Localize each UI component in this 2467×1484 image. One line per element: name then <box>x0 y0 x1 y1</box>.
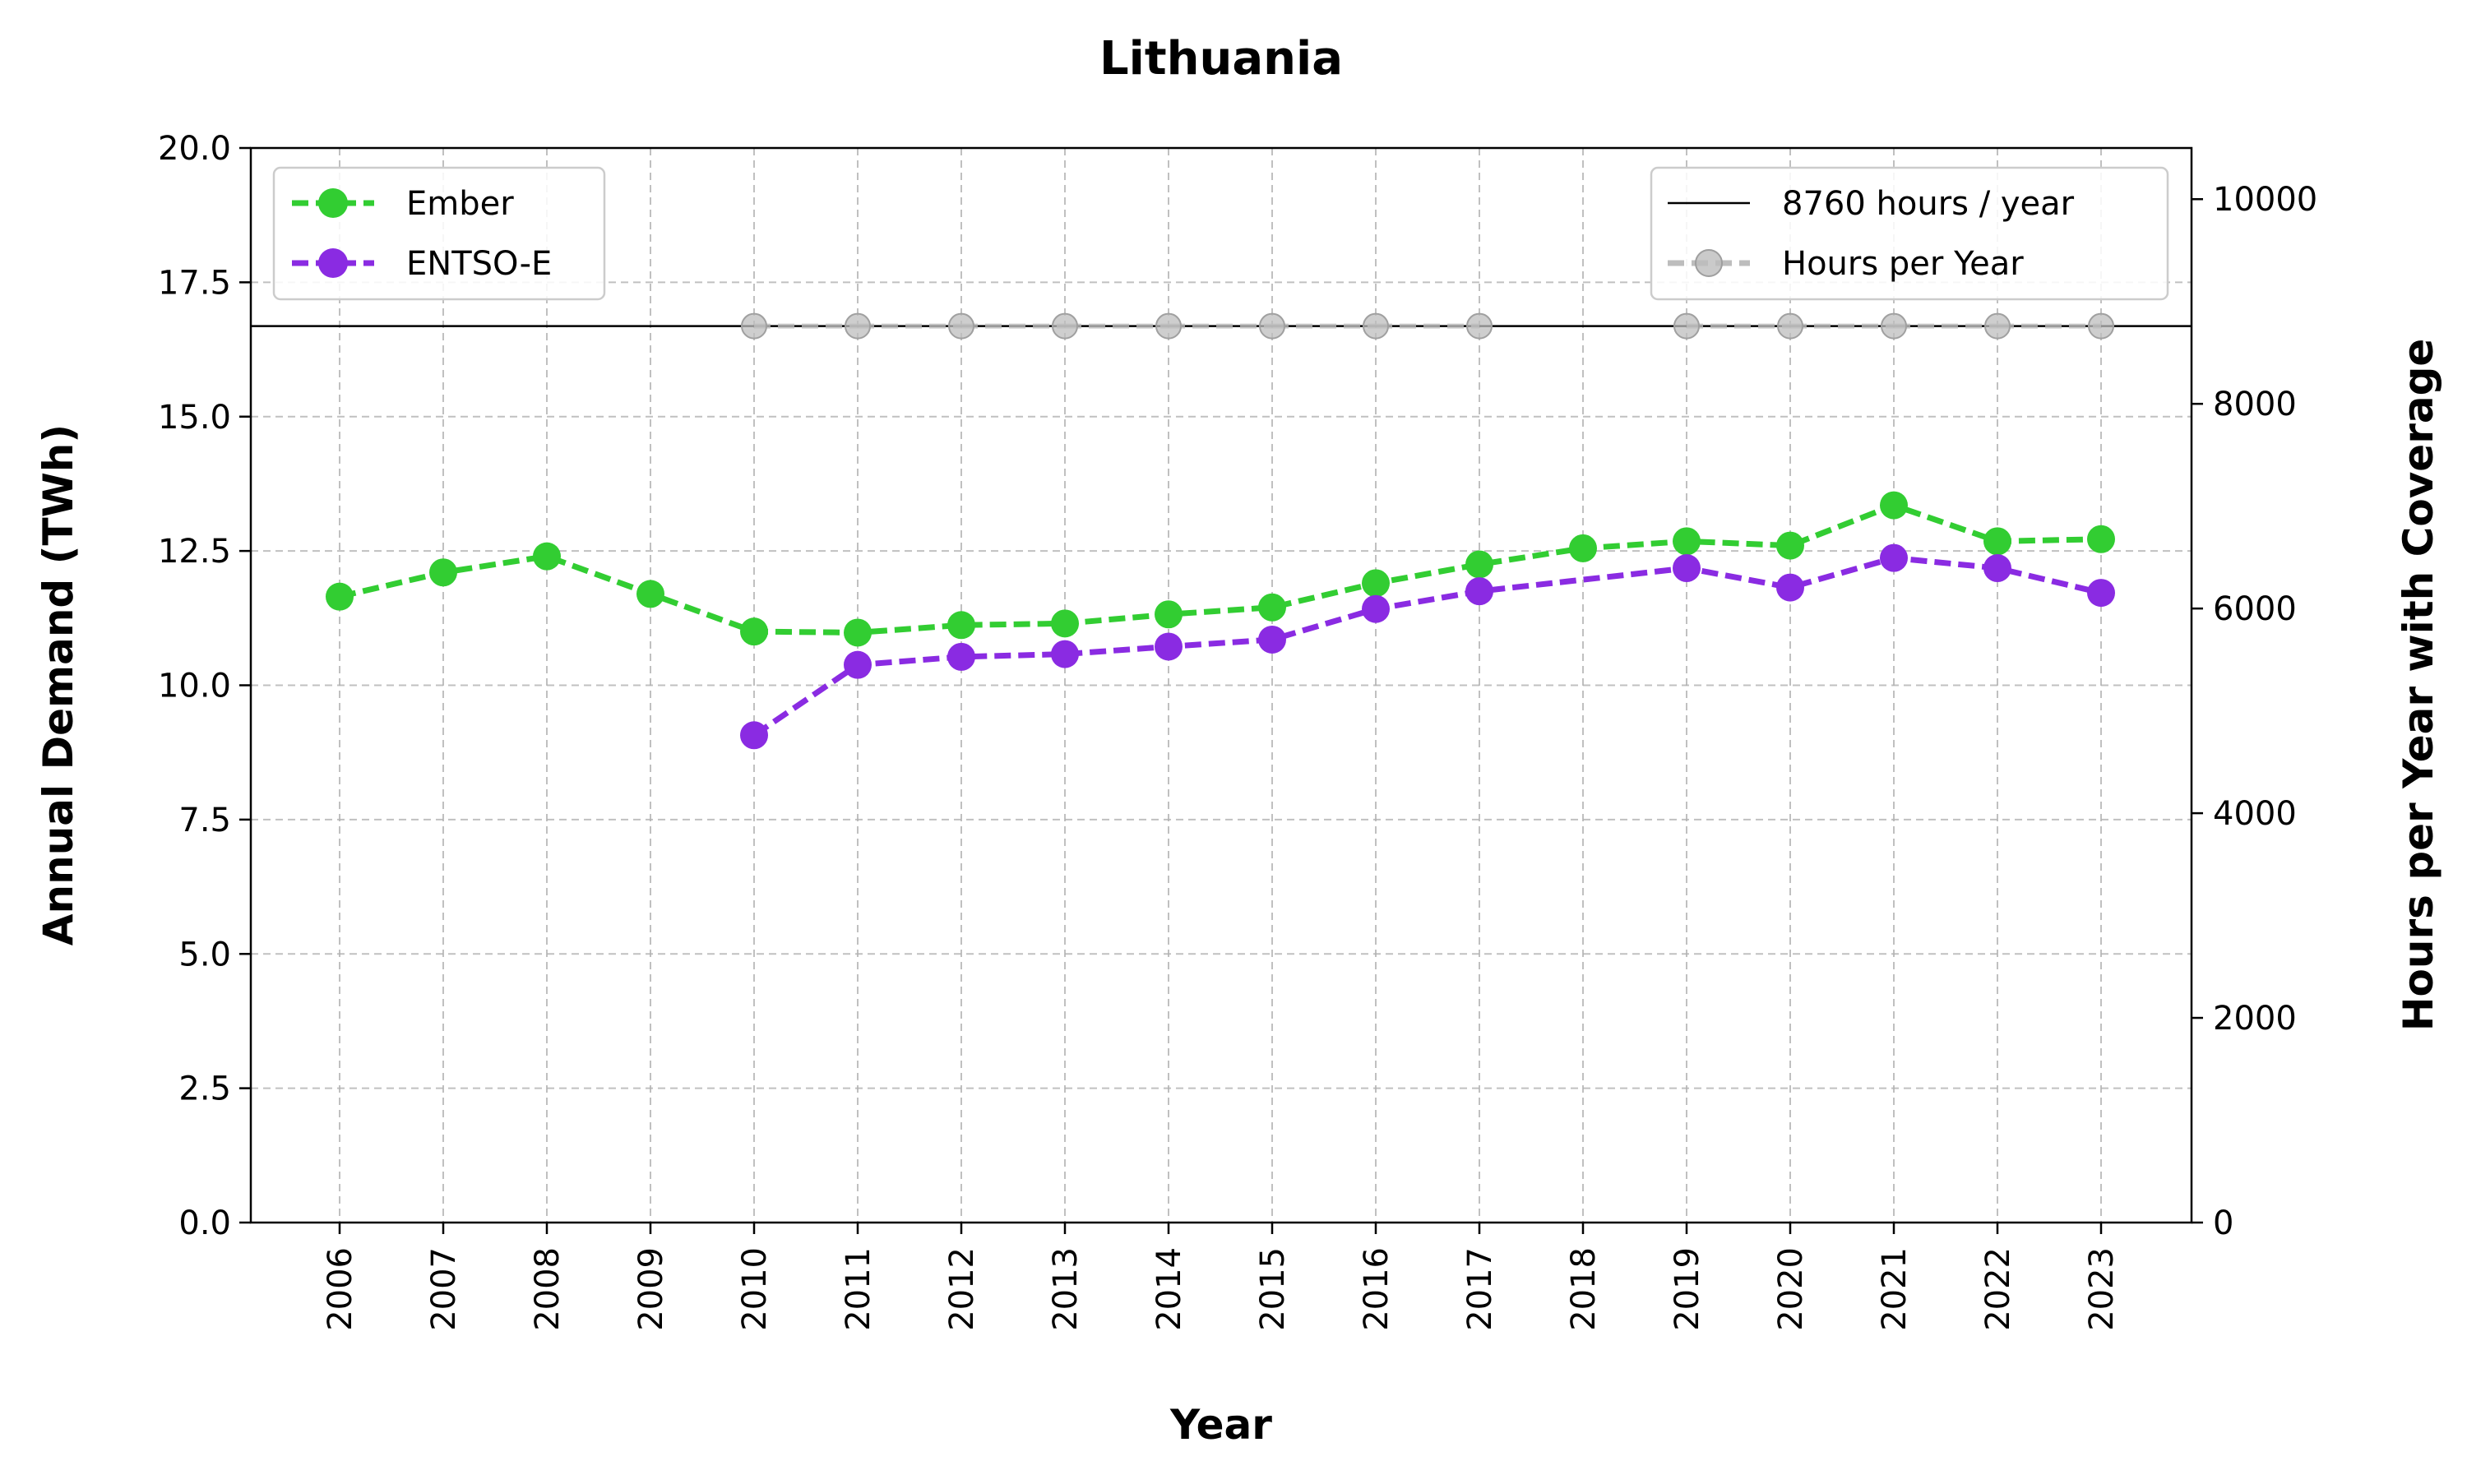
x-tick-label: 2010 <box>736 1247 774 1331</box>
ember-series-line <box>339 502 2102 636</box>
x-tick-label: 2015 <box>1254 1247 1292 1331</box>
ember-data-point <box>1776 531 1804 560</box>
y2-tick-label: 4000 <box>2213 795 2297 833</box>
y-tick-label: 2.5 <box>178 1070 231 1108</box>
hours-point <box>741 312 767 340</box>
x-tick-label: 2016 <box>1358 1247 1395 1331</box>
hours-point <box>1466 312 1493 340</box>
entso-e-data-point <box>2087 579 2115 608</box>
hours-point <box>1052 312 1078 340</box>
ember-data-point <box>1983 527 2011 556</box>
entso-e-data-point <box>1155 632 1183 661</box>
legend-right-frame <box>1650 166 2169 301</box>
legend-ember-label: Ember <box>406 185 514 223</box>
hours-point <box>948 312 974 340</box>
ember-data-point <box>533 542 561 571</box>
ember-data-point <box>1880 491 1908 520</box>
hours-point <box>845 312 871 340</box>
entso-e-data-point <box>1983 554 2011 583</box>
hours-point <box>1984 312 2011 340</box>
y-tick-label: 5.0 <box>178 936 231 973</box>
legend-right: 8760 hours / year Hours per Year <box>1650 166 2169 301</box>
ember-data-point <box>1155 600 1183 629</box>
entso-e-data-point <box>844 650 872 679</box>
x-axis-title: Year <box>1169 1401 1272 1449</box>
x-tick-label: 2011 <box>840 1247 877 1331</box>
y2-tick-label: 0 <box>2213 1204 2233 1242</box>
entso-e-data-point <box>1051 640 1079 668</box>
x-tick-label: 2023 <box>2083 1247 2121 1331</box>
entso-e-data-point <box>1362 594 1390 623</box>
ember-data-point <box>1465 550 1493 579</box>
legend-entsoe-label: ENTSO-E <box>406 245 552 283</box>
entso-e-data-point <box>1673 554 1701 583</box>
y-tick-label: 12.5 <box>158 533 231 571</box>
entso-e-data-point <box>740 721 768 750</box>
ember-data-point <box>1051 609 1079 638</box>
entso-e-data-point <box>1776 573 1804 602</box>
entso-e-data-point <box>1465 577 1493 606</box>
x-tick-label: 2019 <box>1669 1247 1706 1331</box>
series-layer <box>326 491 2115 750</box>
x-tick-label: 2012 <box>943 1247 981 1331</box>
legend-left-frame <box>272 166 606 301</box>
legend-reference-label: 8760 hours / year <box>1782 185 2075 223</box>
axes: 2006 2007 2008 2009 2010 2011 2012 2013 2014 2015… <box>158 130 2317 1331</box>
ember-data-point <box>1362 569 1390 598</box>
y-tick-label: 20.0 <box>158 130 231 168</box>
x-tick-label: 2008 <box>529 1247 567 1331</box>
ember-data-point <box>636 580 664 608</box>
ember-data-point <box>1258 593 1286 622</box>
hours-series <box>741 312 2114 340</box>
hours-point <box>1155 312 1182 340</box>
hours-point <box>1673 312 1700 340</box>
y-tick-label: 15.0 <box>158 399 231 437</box>
x-tick-label: 2022 <box>1979 1247 2017 1331</box>
y2-tick-label: 8000 <box>2213 386 2297 423</box>
x-tick-label: 2018 <box>1565 1247 1603 1331</box>
x-tick-label: 2017 <box>1461 1247 1499 1331</box>
ember-data-point <box>947 611 975 640</box>
x-tick-label: 2013 <box>1047 1247 1085 1331</box>
legend-hours-marker <box>1695 249 1723 277</box>
legend-entsoe-marker <box>318 248 348 278</box>
y-tick-label: 7.5 <box>178 802 231 839</box>
hours-point <box>1881 312 1907 340</box>
entso-e-data-point <box>1880 543 1908 572</box>
y-axis-title: Annual Demand (TWh) <box>35 424 82 945</box>
x-tick-label: 2020 <box>1772 1247 1810 1331</box>
y2-axis-title: Hours per Year with Coverage <box>2395 339 2442 1032</box>
legend-hours-label: Hours per Year <box>1782 245 2024 283</box>
entso-e-data-point <box>1258 625 1286 654</box>
x-tick-label: 2007 <box>425 1247 463 1331</box>
y2-tick-label: 6000 <box>2213 590 2297 628</box>
x-tick-label: 2014 <box>1150 1247 1188 1331</box>
y-tick-label: 10.0 <box>158 668 231 705</box>
hours-point <box>1259 312 1285 340</box>
ember-data-point <box>1673 527 1701 556</box>
ember-data-point <box>2087 525 2115 553</box>
y2-tick-label: 10000 <box>2213 181 2317 219</box>
legend-ember-marker <box>318 188 348 218</box>
hours-point <box>1363 312 1389 340</box>
y2-tick-label: 2000 <box>2213 1000 2297 1038</box>
y-tick-label: 0.0 <box>178 1204 231 1242</box>
grid <box>251 148 2192 1223</box>
x-tick-label: 2009 <box>632 1247 670 1331</box>
chart-title: Lithuania <box>1099 32 1343 86</box>
y-tick-label: 17.5 <box>158 264 231 302</box>
ember-data-point <box>1569 534 1597 562</box>
x-tick-label: 2021 <box>1876 1247 1914 1331</box>
legend-left: Ember ENTSO-E <box>272 166 606 301</box>
hours-point <box>1777 312 1803 340</box>
x-tick-label: 2006 <box>322 1247 359 1331</box>
ember-data-point <box>844 618 872 647</box>
ember-data-point <box>740 617 768 646</box>
hours-point <box>2088 312 2114 340</box>
ember-data-point <box>326 582 354 611</box>
ember-data-point <box>429 558 457 587</box>
entso-e-data-point <box>947 642 975 671</box>
